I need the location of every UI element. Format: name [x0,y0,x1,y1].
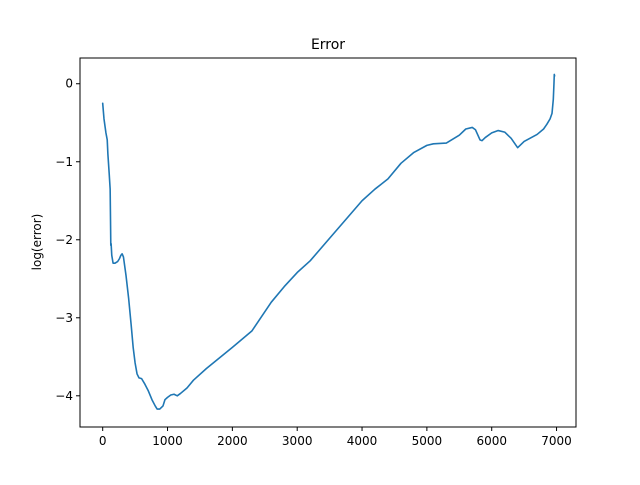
x-tick-label: 0 [99,434,107,448]
series-layer [101,73,556,410]
x-tick-label: 6000 [476,434,507,448]
x-tick-label: 5000 [412,434,443,448]
x-tick-label: 3000 [282,434,313,448]
y-tick-label: −4 [55,389,73,403]
plot-frame [79,57,577,428]
chart-title: Error [311,37,345,53]
y-tick-label: 0 [65,77,73,91]
x-tick-label: 2000 [217,434,248,448]
y-axis-label: log(error) [30,214,44,271]
x-tick-label: 1000 [152,434,183,448]
x-tick-label: 4000 [347,434,378,448]
y-tick-label: −3 [55,311,73,325]
plot-area [80,58,576,427]
x-tick-label: 7000 [541,434,572,448]
y-tick-label: −1 [55,155,73,169]
series-line-0 [101,73,556,410]
y-axis: 0 −1 −2 −3 −4 [55,77,80,403]
y-tick-label: −2 [55,233,73,247]
x-axis: 0 1000 2000 3000 4000 5000 6000 7000 [99,427,572,448]
